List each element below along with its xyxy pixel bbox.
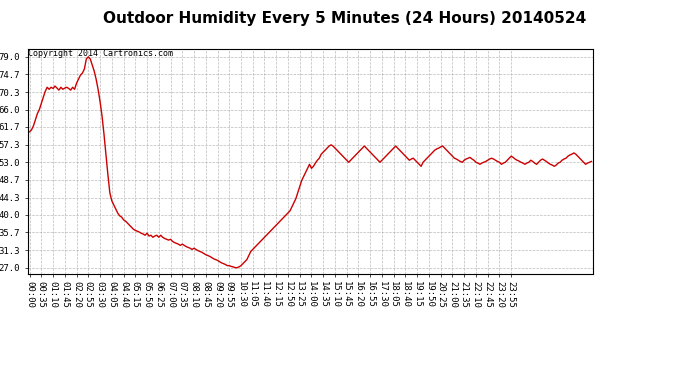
Text: Copyright 2014 Cartronics.com: Copyright 2014 Cartronics.com <box>28 49 172 58</box>
Text: Outdoor Humidity Every 5 Minutes (24 Hours) 20140524: Outdoor Humidity Every 5 Minutes (24 Hou… <box>104 11 586 26</box>
Text: Humidity  (%): Humidity (%) <box>576 36 652 46</box>
